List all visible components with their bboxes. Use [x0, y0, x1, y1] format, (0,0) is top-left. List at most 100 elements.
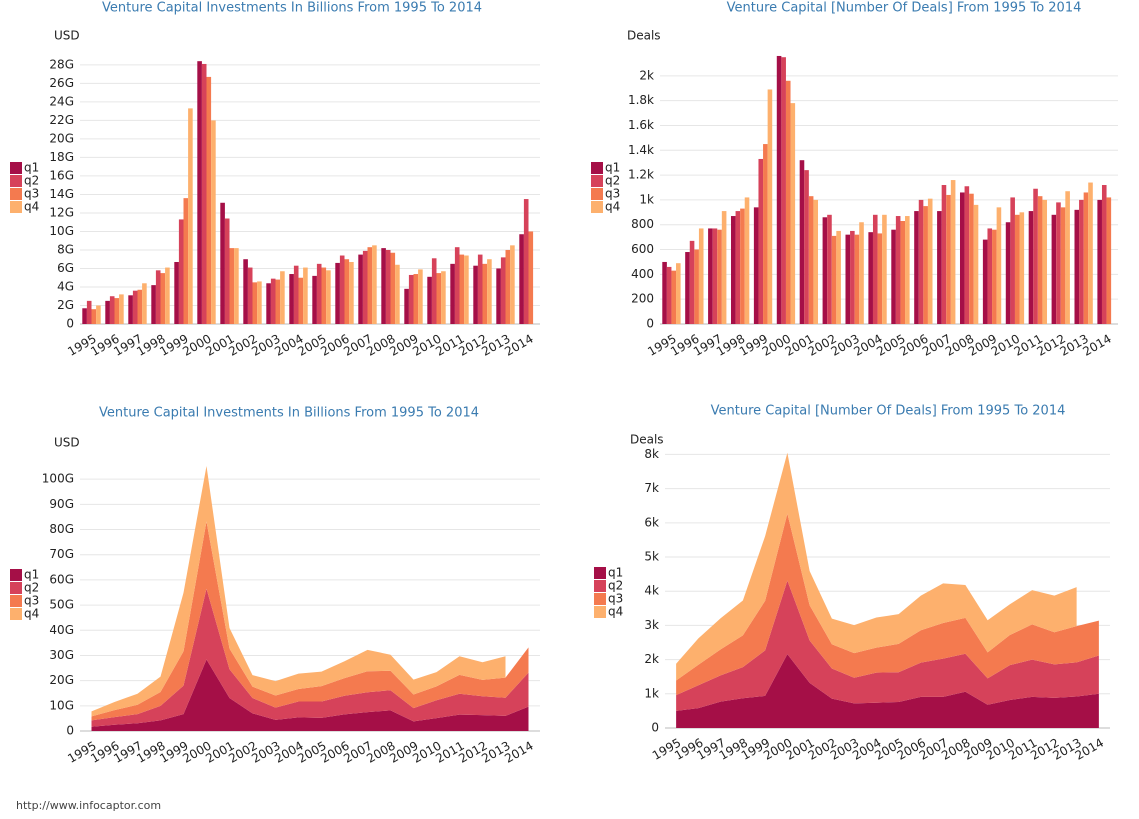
bar	[721, 211, 727, 324]
bar	[82, 308, 87, 324]
bar	[404, 288, 409, 324]
bar	[316, 263, 322, 324]
legend-label: q1	[24, 161, 39, 175]
bar	[767, 89, 773, 324]
bar	[808, 196, 814, 324]
y-tick-label: 24G	[49, 94, 74, 108]
area-band	[676, 580, 1099, 711]
bar	[496, 268, 501, 324]
bar	[312, 275, 317, 324]
bar	[831, 235, 837, 324]
bar	[1079, 199, 1084, 324]
bar	[708, 228, 713, 324]
chart-title: Venture Capital [Number Of Deals] From 1…	[727, 1, 1082, 16]
bar	[114, 298, 120, 324]
y-axis-label: USD	[54, 436, 80, 450]
bar	[1019, 212, 1025, 324]
bar	[211, 120, 216, 325]
chart-title: Venture Capital Investments In Billions …	[102, 1, 482, 16]
bar	[109, 296, 115, 324]
bar	[372, 245, 377, 324]
bar	[1097, 199, 1102, 324]
bar	[155, 270, 161, 324]
bar	[528, 231, 534, 324]
bar	[243, 259, 248, 324]
bar	[1042, 199, 1048, 324]
legend-swatch	[594, 567, 606, 579]
bar	[339, 255, 345, 324]
bar	[1106, 197, 1112, 324]
bar	[119, 294, 124, 324]
y-tick-label: 1k	[644, 686, 659, 700]
area-band	[676, 452, 1077, 681]
bar	[941, 185, 947, 324]
bar	[395, 264, 400, 324]
legend-label: q3	[24, 187, 39, 201]
bar	[441, 271, 446, 324]
bar	[969, 193, 974, 324]
bar	[367, 247, 373, 324]
bar	[362, 250, 368, 324]
bar	[165, 267, 170, 324]
bar	[220, 202, 225, 324]
y-tick-label: 22G	[49, 113, 74, 127]
bar	[1060, 207, 1066, 324]
legend-swatch	[591, 162, 603, 174]
bar	[519, 234, 524, 324]
y-tick-label: 6k	[644, 515, 659, 529]
legend-label: q2	[608, 579, 623, 593]
y-axis-label: USD	[54, 29, 80, 43]
legend-swatch	[591, 201, 603, 213]
bar	[160, 273, 166, 324]
bar	[335, 262, 340, 324]
bar	[662, 261, 667, 324]
bar	[280, 271, 285, 324]
bar	[1010, 197, 1015, 324]
bar	[763, 144, 768, 324]
bar	[505, 249, 511, 324]
legend-swatch	[10, 162, 22, 174]
legend-label: q1	[605, 161, 620, 175]
bar	[753, 207, 759, 324]
bar	[804, 170, 809, 324]
y-tick-label: 10G	[49, 698, 74, 712]
bar	[900, 221, 906, 324]
bar	[289, 274, 294, 324]
bar	[1083, 192, 1089, 324]
bar	[845, 234, 851, 324]
bar	[298, 277, 304, 324]
bar	[385, 249, 391, 324]
bar	[1037, 196, 1043, 324]
y-tick-label: 26G	[49, 76, 74, 90]
legend-swatch	[594, 580, 606, 592]
bar	[96, 305, 101, 324]
bar	[776, 55, 782, 325]
legend-label: q1	[608, 566, 623, 580]
bar	[408, 274, 414, 324]
y-tick-label: 80G	[49, 522, 74, 536]
y-tick-label: 90G	[49, 497, 74, 511]
y-tick-label: 70G	[49, 547, 74, 561]
legend-label: q2	[605, 174, 620, 188]
y-tick-label: 2k	[639, 68, 654, 82]
bar	[293, 265, 299, 324]
bar	[872, 214, 878, 324]
y-tick-label: 5k	[644, 550, 659, 564]
bar	[1028, 211, 1034, 324]
y-tick-label: 12G	[49, 205, 74, 219]
bar	[905, 216, 910, 324]
bar	[923, 206, 928, 324]
y-tick-label: 14G	[49, 187, 74, 201]
footer-link: http://www.infocaptor.com	[16, 799, 161, 812]
legend-swatch	[594, 593, 606, 605]
bar	[1014, 214, 1020, 324]
bar	[918, 199, 924, 324]
bar	[201, 63, 207, 324]
bar	[436, 273, 442, 324]
bar	[413, 274, 419, 324]
bar	[813, 199, 819, 324]
y-tick-label: 18G	[49, 150, 74, 164]
area-band	[91, 521, 529, 721]
bar	[132, 290, 138, 324]
bar	[987, 228, 993, 324]
